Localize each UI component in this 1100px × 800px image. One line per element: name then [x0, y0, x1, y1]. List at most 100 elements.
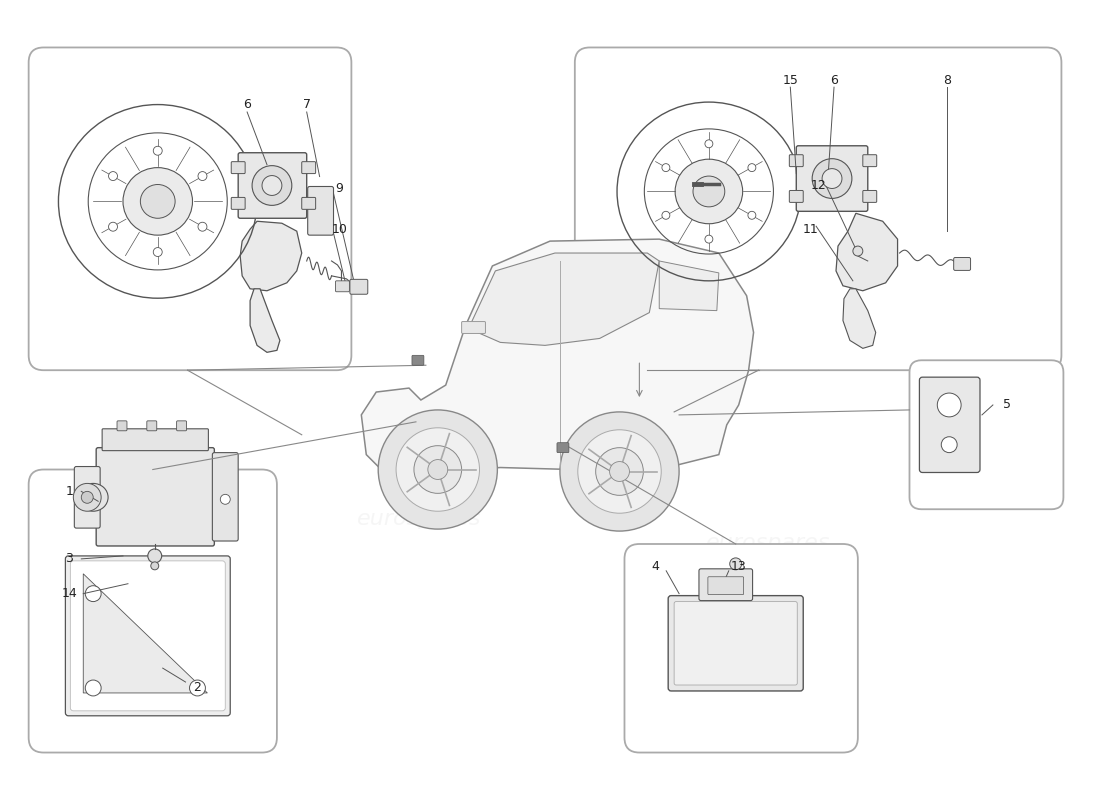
Circle shape [705, 140, 713, 148]
FancyBboxPatch shape [557, 442, 569, 453]
Polygon shape [659, 261, 718, 310]
Circle shape [609, 462, 629, 482]
FancyBboxPatch shape [117, 421, 126, 430]
FancyBboxPatch shape [29, 470, 277, 753]
Circle shape [151, 562, 158, 570]
Text: 11: 11 [802, 222, 818, 236]
FancyBboxPatch shape [75, 466, 100, 528]
Polygon shape [469, 253, 659, 346]
FancyBboxPatch shape [668, 596, 803, 691]
Text: eurospares: eurospares [706, 533, 830, 553]
Polygon shape [240, 222, 301, 290]
FancyBboxPatch shape [862, 190, 877, 202]
Circle shape [220, 494, 230, 504]
Circle shape [596, 448, 644, 495]
Circle shape [252, 166, 292, 206]
Text: 3: 3 [65, 552, 74, 566]
FancyBboxPatch shape [336, 281, 350, 292]
Text: 12: 12 [811, 179, 826, 192]
Circle shape [852, 246, 862, 256]
Text: 7: 7 [302, 98, 310, 110]
Circle shape [729, 558, 741, 570]
FancyBboxPatch shape [790, 154, 803, 166]
Circle shape [662, 164, 670, 171]
FancyBboxPatch shape [412, 355, 424, 366]
Circle shape [937, 393, 961, 417]
Ellipse shape [78, 483, 108, 511]
Circle shape [396, 428, 480, 511]
Circle shape [74, 483, 101, 511]
Text: eurospares: eurospares [356, 509, 481, 529]
Circle shape [147, 549, 162, 563]
FancyBboxPatch shape [862, 154, 877, 166]
Text: 4: 4 [651, 560, 659, 574]
FancyBboxPatch shape [462, 322, 485, 334]
Circle shape [81, 491, 94, 503]
FancyBboxPatch shape [146, 421, 157, 430]
Ellipse shape [141, 185, 175, 218]
Text: 1: 1 [65, 485, 74, 498]
Circle shape [705, 235, 713, 243]
Text: 6: 6 [243, 98, 251, 110]
Circle shape [153, 247, 162, 257]
Text: eurospares: eurospares [725, 208, 834, 226]
FancyBboxPatch shape [212, 453, 239, 541]
Circle shape [822, 169, 842, 189]
FancyBboxPatch shape [29, 47, 351, 370]
Polygon shape [84, 574, 208, 693]
Circle shape [414, 446, 462, 494]
Circle shape [198, 222, 207, 231]
Circle shape [109, 171, 118, 181]
Circle shape [748, 164, 756, 171]
FancyBboxPatch shape [674, 602, 798, 685]
Polygon shape [250, 289, 279, 352]
FancyBboxPatch shape [231, 198, 245, 210]
Circle shape [428, 459, 448, 479]
Circle shape [578, 430, 661, 514]
Circle shape [378, 410, 497, 529]
Text: eurospares: eurospares [222, 208, 331, 226]
FancyBboxPatch shape [70, 561, 226, 711]
Circle shape [198, 171, 207, 181]
FancyBboxPatch shape [625, 544, 858, 753]
FancyBboxPatch shape [65, 556, 230, 716]
Circle shape [748, 211, 756, 219]
Circle shape [153, 146, 162, 155]
Polygon shape [843, 289, 876, 348]
Circle shape [262, 175, 282, 195]
FancyBboxPatch shape [308, 186, 333, 235]
FancyBboxPatch shape [301, 198, 316, 210]
Text: 6: 6 [830, 74, 838, 86]
FancyBboxPatch shape [177, 421, 187, 430]
Text: 14: 14 [62, 587, 77, 600]
Circle shape [109, 222, 118, 231]
FancyBboxPatch shape [575, 47, 1062, 370]
FancyBboxPatch shape [910, 360, 1064, 510]
Text: 2: 2 [194, 682, 201, 694]
FancyBboxPatch shape [708, 577, 744, 594]
Ellipse shape [693, 176, 725, 207]
FancyBboxPatch shape [231, 162, 245, 174]
Text: 15: 15 [782, 74, 799, 86]
FancyBboxPatch shape [790, 190, 803, 202]
FancyBboxPatch shape [920, 377, 980, 473]
Text: 5: 5 [1003, 398, 1011, 411]
Ellipse shape [123, 168, 192, 235]
Circle shape [942, 437, 957, 453]
Text: 10: 10 [331, 222, 348, 236]
FancyBboxPatch shape [239, 153, 307, 218]
FancyBboxPatch shape [350, 279, 367, 294]
Circle shape [560, 412, 679, 531]
FancyBboxPatch shape [96, 448, 214, 546]
FancyBboxPatch shape [954, 258, 970, 270]
Polygon shape [836, 214, 898, 290]
Polygon shape [361, 239, 754, 491]
Circle shape [812, 158, 851, 198]
Circle shape [662, 211, 670, 219]
FancyBboxPatch shape [698, 569, 752, 601]
Circle shape [189, 680, 206, 696]
FancyBboxPatch shape [796, 146, 868, 211]
FancyBboxPatch shape [102, 429, 208, 450]
Text: 13: 13 [730, 560, 747, 574]
Circle shape [86, 586, 101, 602]
